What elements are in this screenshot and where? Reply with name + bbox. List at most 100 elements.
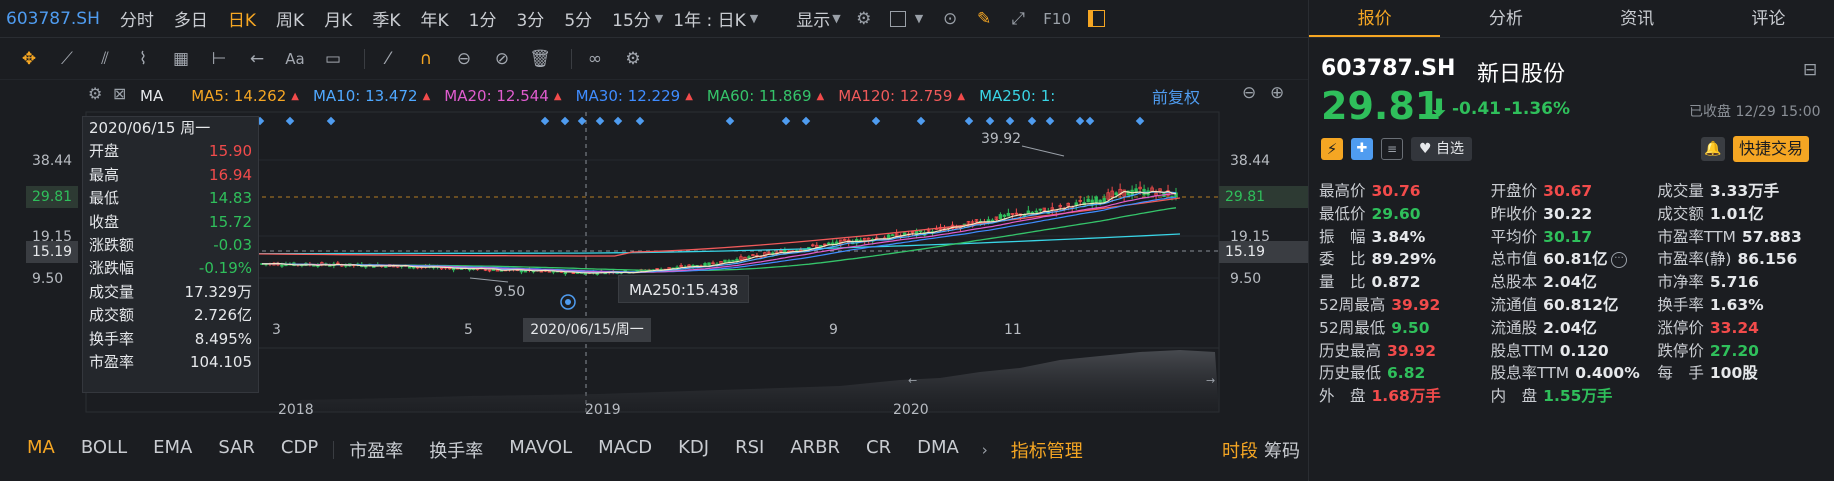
close-icon[interactable]: ⊠ [113, 84, 127, 103]
fullscreen-icon[interactable]: ⤢ [1011, 8, 1025, 29]
line-tool-icon[interactable]: ⟋ [61, 48, 73, 69]
indicator-tab[interactable]: ARBR [790, 437, 840, 458]
tag-icon[interactable]: ✚ [1351, 138, 1373, 160]
tab-duori[interactable]: 多日 [173, 11, 208, 31]
indicator-tab[interactable]: MACD [598, 437, 653, 458]
panel-collapse-icon[interactable]: ⊟ [1803, 60, 1818, 80]
f10-button[interactable]: F10 [1043, 9, 1072, 28]
left-current-price: 29.81 [26, 186, 79, 208]
tab-week-k[interactable]: 周K [276, 11, 305, 31]
stat-cell: 股息TTM 0.120 [1491, 340, 1658, 363]
chevron-down-icon[interactable]: ▼ [914, 12, 924, 25]
candle-body [495, 269, 500, 272]
tab-3min[interactable]: 3分 [516, 11, 545, 31]
chevron-down-icon[interactable]: ▼ [832, 12, 841, 25]
tab-quote[interactable]: 报价 [1309, 0, 1441, 37]
indicator-tab[interactable]: SAR [218, 437, 255, 458]
chevron-down-icon[interactable]: ▼ [654, 12, 664, 25]
trash-icon[interactable]: 🗑 [529, 48, 551, 69]
stat-cell: 最高价 30.76 [1319, 180, 1491, 203]
stat-value: 1.01亿 [1709, 204, 1764, 223]
tab-year-k[interactable]: 年K [420, 11, 449, 31]
tab-1min[interactable]: 1分 [468, 11, 497, 31]
indicator-tab[interactable]: CR [866, 437, 892, 458]
indicator-tab[interactable]: MA [27, 437, 55, 458]
kline-chart[interactable]: ← → [0, 0, 1308, 430]
zoom-in-icon[interactable]: ⊕ [1270, 83, 1285, 103]
indicator-tab[interactable]: BOLL [80, 437, 128, 458]
tab-comments[interactable]: 评论 [1751, 9, 1786, 29]
tab-fenshi[interactable]: 分时 [119, 11, 154, 31]
tab-5min[interactable]: 5分 [564, 11, 593, 31]
stat-value: 6.82 [1387, 364, 1426, 383]
camera-icon[interactable]: ⊙ [943, 8, 958, 29]
stat-value: 0.400% [1575, 364, 1640, 383]
indicator-tab[interactable]: CDP [280, 437, 319, 458]
candle-body [890, 234, 895, 237]
arrow-tool-icon[interactable]: ← [249, 48, 265, 69]
lock-icon[interactable]: ⊖ [456, 48, 472, 69]
indicator-tab[interactable]: 市盈率 [349, 441, 404, 462]
settings-icon[interactable]: ⚙ [856, 8, 872, 29]
fib-tool-icon[interactable]: ▦ [172, 48, 190, 69]
move-icon[interactable]: ✥ [21, 48, 37, 69]
panel-toggle-icon[interactable] [1085, 8, 1107, 30]
comment-tool-icon[interactable]: ▭ [324, 48, 342, 69]
tab-day-k[interactable]: 日K [227, 11, 257, 31]
stats-row: 外 盘 1.68万手 内 盘 1.55万手 [1319, 385, 1829, 408]
indicator-tab[interactable]: KDJ [678, 437, 710, 458]
stat-label: 股息率TTM [1490, 364, 1570, 383]
flash-icon[interactable]: ⚡ [1321, 138, 1343, 160]
indicator-settings-icon[interactable]: ⚙ [88, 84, 103, 103]
candle-body [1114, 192, 1118, 195]
chips-button[interactable]: 筹码 [1264, 441, 1300, 462]
brush-icon[interactable]: ⁄ [386, 48, 390, 69]
checkbox-icon[interactable] [887, 8, 909, 30]
stat-value: 0.872 [1371, 273, 1421, 292]
channel-tool-icon[interactable]: ⫽ [101, 48, 109, 69]
indicator-tab[interactable]: EMA [153, 437, 193, 458]
hide-icon[interactable]: ⊘ [494, 48, 510, 69]
zoom-out-icon[interactable]: ⊖ [1242, 83, 1257, 103]
stat-cell: 流通值 60.812亿 [1491, 294, 1658, 317]
signal-diamond [613, 116, 623, 126]
indicator-tab[interactable]: DMA [917, 437, 959, 458]
gear-icon[interactable]: ⚙ [625, 48, 641, 69]
tab-quarter-k[interactable]: 季K [372, 11, 401, 31]
indicator-manage-button[interactable]: 指标管理 [1010, 441, 1083, 462]
tab-15min[interactable]: 15分 [612, 11, 651, 31]
magnet-icon[interactable]: ∩ [419, 48, 433, 69]
range-tool-icon[interactable]: ⊢ [211, 48, 227, 69]
chevron-right-icon[interactable]: › [981, 441, 988, 459]
add-watchlist-button[interactable]: ♥ 自选 [1411, 137, 1473, 161]
link-icon[interactable]: ∞ [587, 48, 603, 69]
tab-month-k[interactable]: 月K [324, 11, 353, 31]
range-selector[interactable]: 1年 : 日K [673, 11, 746, 31]
note-icon[interactable]: ≡ [1381, 138, 1403, 160]
stat-cell: 内 盘 1.55万手 [1491, 385, 1658, 408]
pen-icon[interactable]: ✎ [977, 8, 992, 29]
candle-body [1126, 190, 1130, 196]
stats-row: 历史最高 39.92 股息TTM 0.120 跌停价 27.20 [1319, 340, 1829, 363]
wave-tool-icon[interactable]: ⌇ [138, 48, 148, 69]
text-tool-icon[interactable]: Aa [285, 49, 305, 68]
period-toolbar: 603787.SH 分时 多日 日K 周K 月K 季K 年K 1分 3分 5分 … [0, 0, 1308, 38]
indicator-tab[interactable]: RSI [735, 437, 765, 458]
indicator-tab[interactable]: MAVOL [509, 437, 573, 458]
tab-analysis[interactable]: 分析 [1488, 9, 1523, 29]
candle-body [1174, 192, 1178, 198]
adjust-mode[interactable]: 前复权 [1152, 88, 1201, 107]
more-icon[interactable]: ··· [1611, 252, 1627, 268]
candle-body [1158, 188, 1162, 192]
tab-news[interactable]: 资讯 [1620, 9, 1655, 29]
bell-icon[interactable]: 🔔 [1701, 137, 1725, 161]
candle-body [767, 252, 771, 254]
indicator-tab[interactable]: 换手率 [429, 441, 484, 462]
display-menu[interactable]: 显示 [796, 11, 831, 31]
quick-trade-button[interactable]: 快捷交易 [1733, 136, 1810, 162]
period-button[interactable]: 时段 [1222, 441, 1258, 462]
signal-diamond [1075, 116, 1085, 126]
ma-legend-item: MA60: 11.869 [706, 87, 812, 105]
chevron-down-icon[interactable]: ▼ [749, 12, 759, 25]
candle-body [487, 269, 492, 272]
